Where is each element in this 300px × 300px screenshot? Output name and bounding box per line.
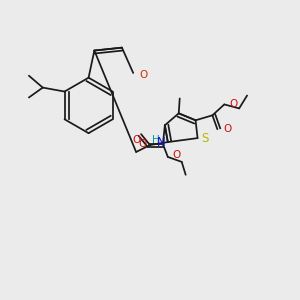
Text: O: O [139, 70, 147, 80]
Text: O: O [223, 124, 232, 134]
Text: O: O [229, 99, 238, 110]
Text: O: O [138, 139, 146, 149]
Text: O: O [132, 135, 140, 145]
Text: O: O [173, 150, 181, 160]
Text: H: H [152, 135, 160, 145]
Text: N: N [157, 136, 166, 148]
Text: S: S [201, 132, 208, 145]
